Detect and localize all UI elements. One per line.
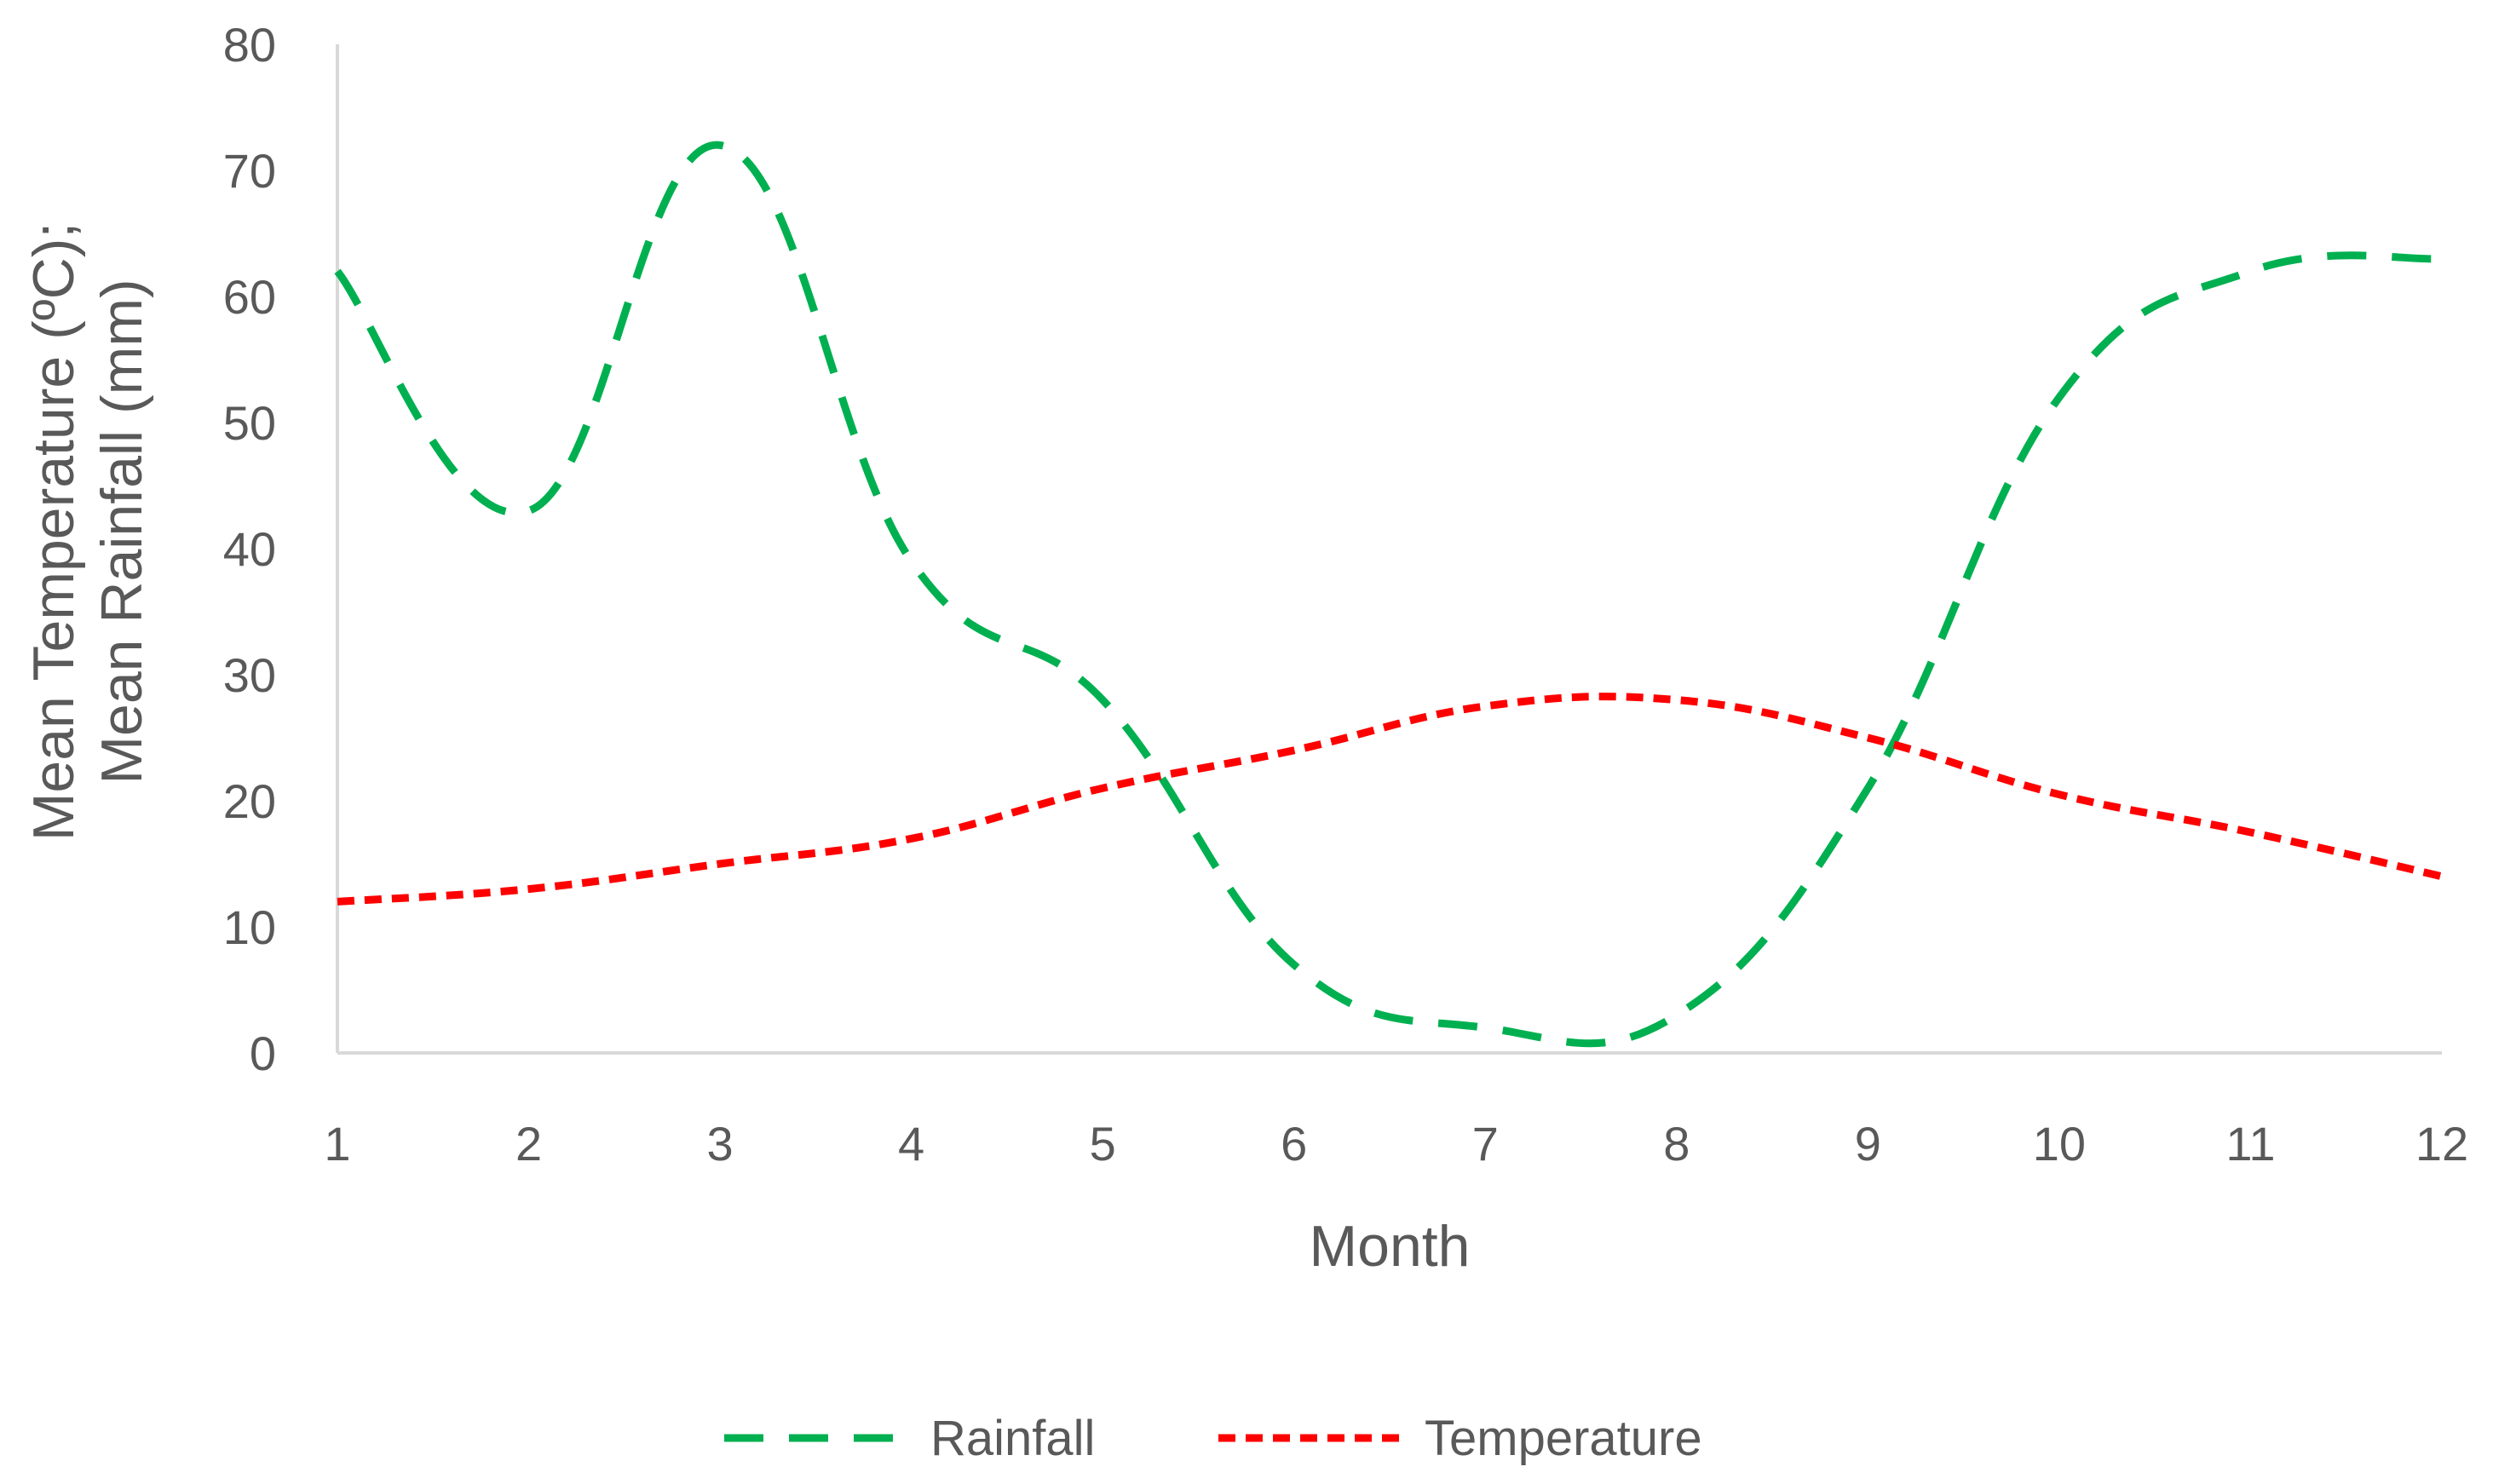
- x-tick-label-6: 6: [1281, 1117, 1307, 1171]
- x-tick-label-2: 2: [515, 1117, 542, 1171]
- x-tick-label-7: 7: [1472, 1117, 1499, 1171]
- x-tick-label-1: 1: [324, 1117, 350, 1171]
- x-tick-label-4: 4: [898, 1117, 924, 1171]
- y-tick-label-30: 30: [223, 648, 276, 702]
- series-line-temperature: [337, 693, 2444, 906]
- series-line-rainfall: [334, 141, 2443, 1048]
- y-tick-label-80: 80: [223, 18, 276, 72]
- legend-label-temperature: Temperature: [1425, 1411, 1702, 1466]
- legend: Rainfall Temperature: [724, 1411, 1702, 1466]
- y-tick-label-40: 40: [223, 522, 276, 576]
- x-tick-label-11: 11: [2225, 1117, 2275, 1171]
- y-tick-label-10: 10: [223, 900, 276, 954]
- x-axis-title: Month: [1310, 1214, 1471, 1279]
- legend-label-rainfall: Rainfall: [930, 1411, 1095, 1466]
- series-layer: [334, 141, 2444, 1048]
- x-tick-label-10: 10: [2033, 1117, 2086, 1171]
- y-axis-ticks: 0 10 20 30 40 50 60 70 80: [223, 18, 276, 1080]
- y-tick-label-20: 20: [223, 774, 276, 828]
- x-tick-label-8: 8: [1663, 1117, 1690, 1171]
- y-tick-label-60: 60: [223, 270, 276, 324]
- y-tick-label-70: 70: [223, 144, 276, 198]
- y-axis-title-line-2: Mean Rainfall (mm): [89, 279, 154, 784]
- y-tick-label-0: 0: [250, 1027, 276, 1080]
- x-tick-label-12: 12: [2415, 1117, 2468, 1171]
- y-tick-label-50: 50: [223, 396, 276, 450]
- x-tick-label-9: 9: [1855, 1117, 1881, 1171]
- x-axis-ticks: 1 2 3 4 5 6 7 8 9 10 11 12: [324, 1117, 2468, 1171]
- y-axis-title-line-1: Mean Temperature (ºC);: [21, 222, 86, 842]
- x-tick-label-5: 5: [1090, 1117, 1116, 1171]
- x-tick-label-3: 3: [707, 1117, 734, 1171]
